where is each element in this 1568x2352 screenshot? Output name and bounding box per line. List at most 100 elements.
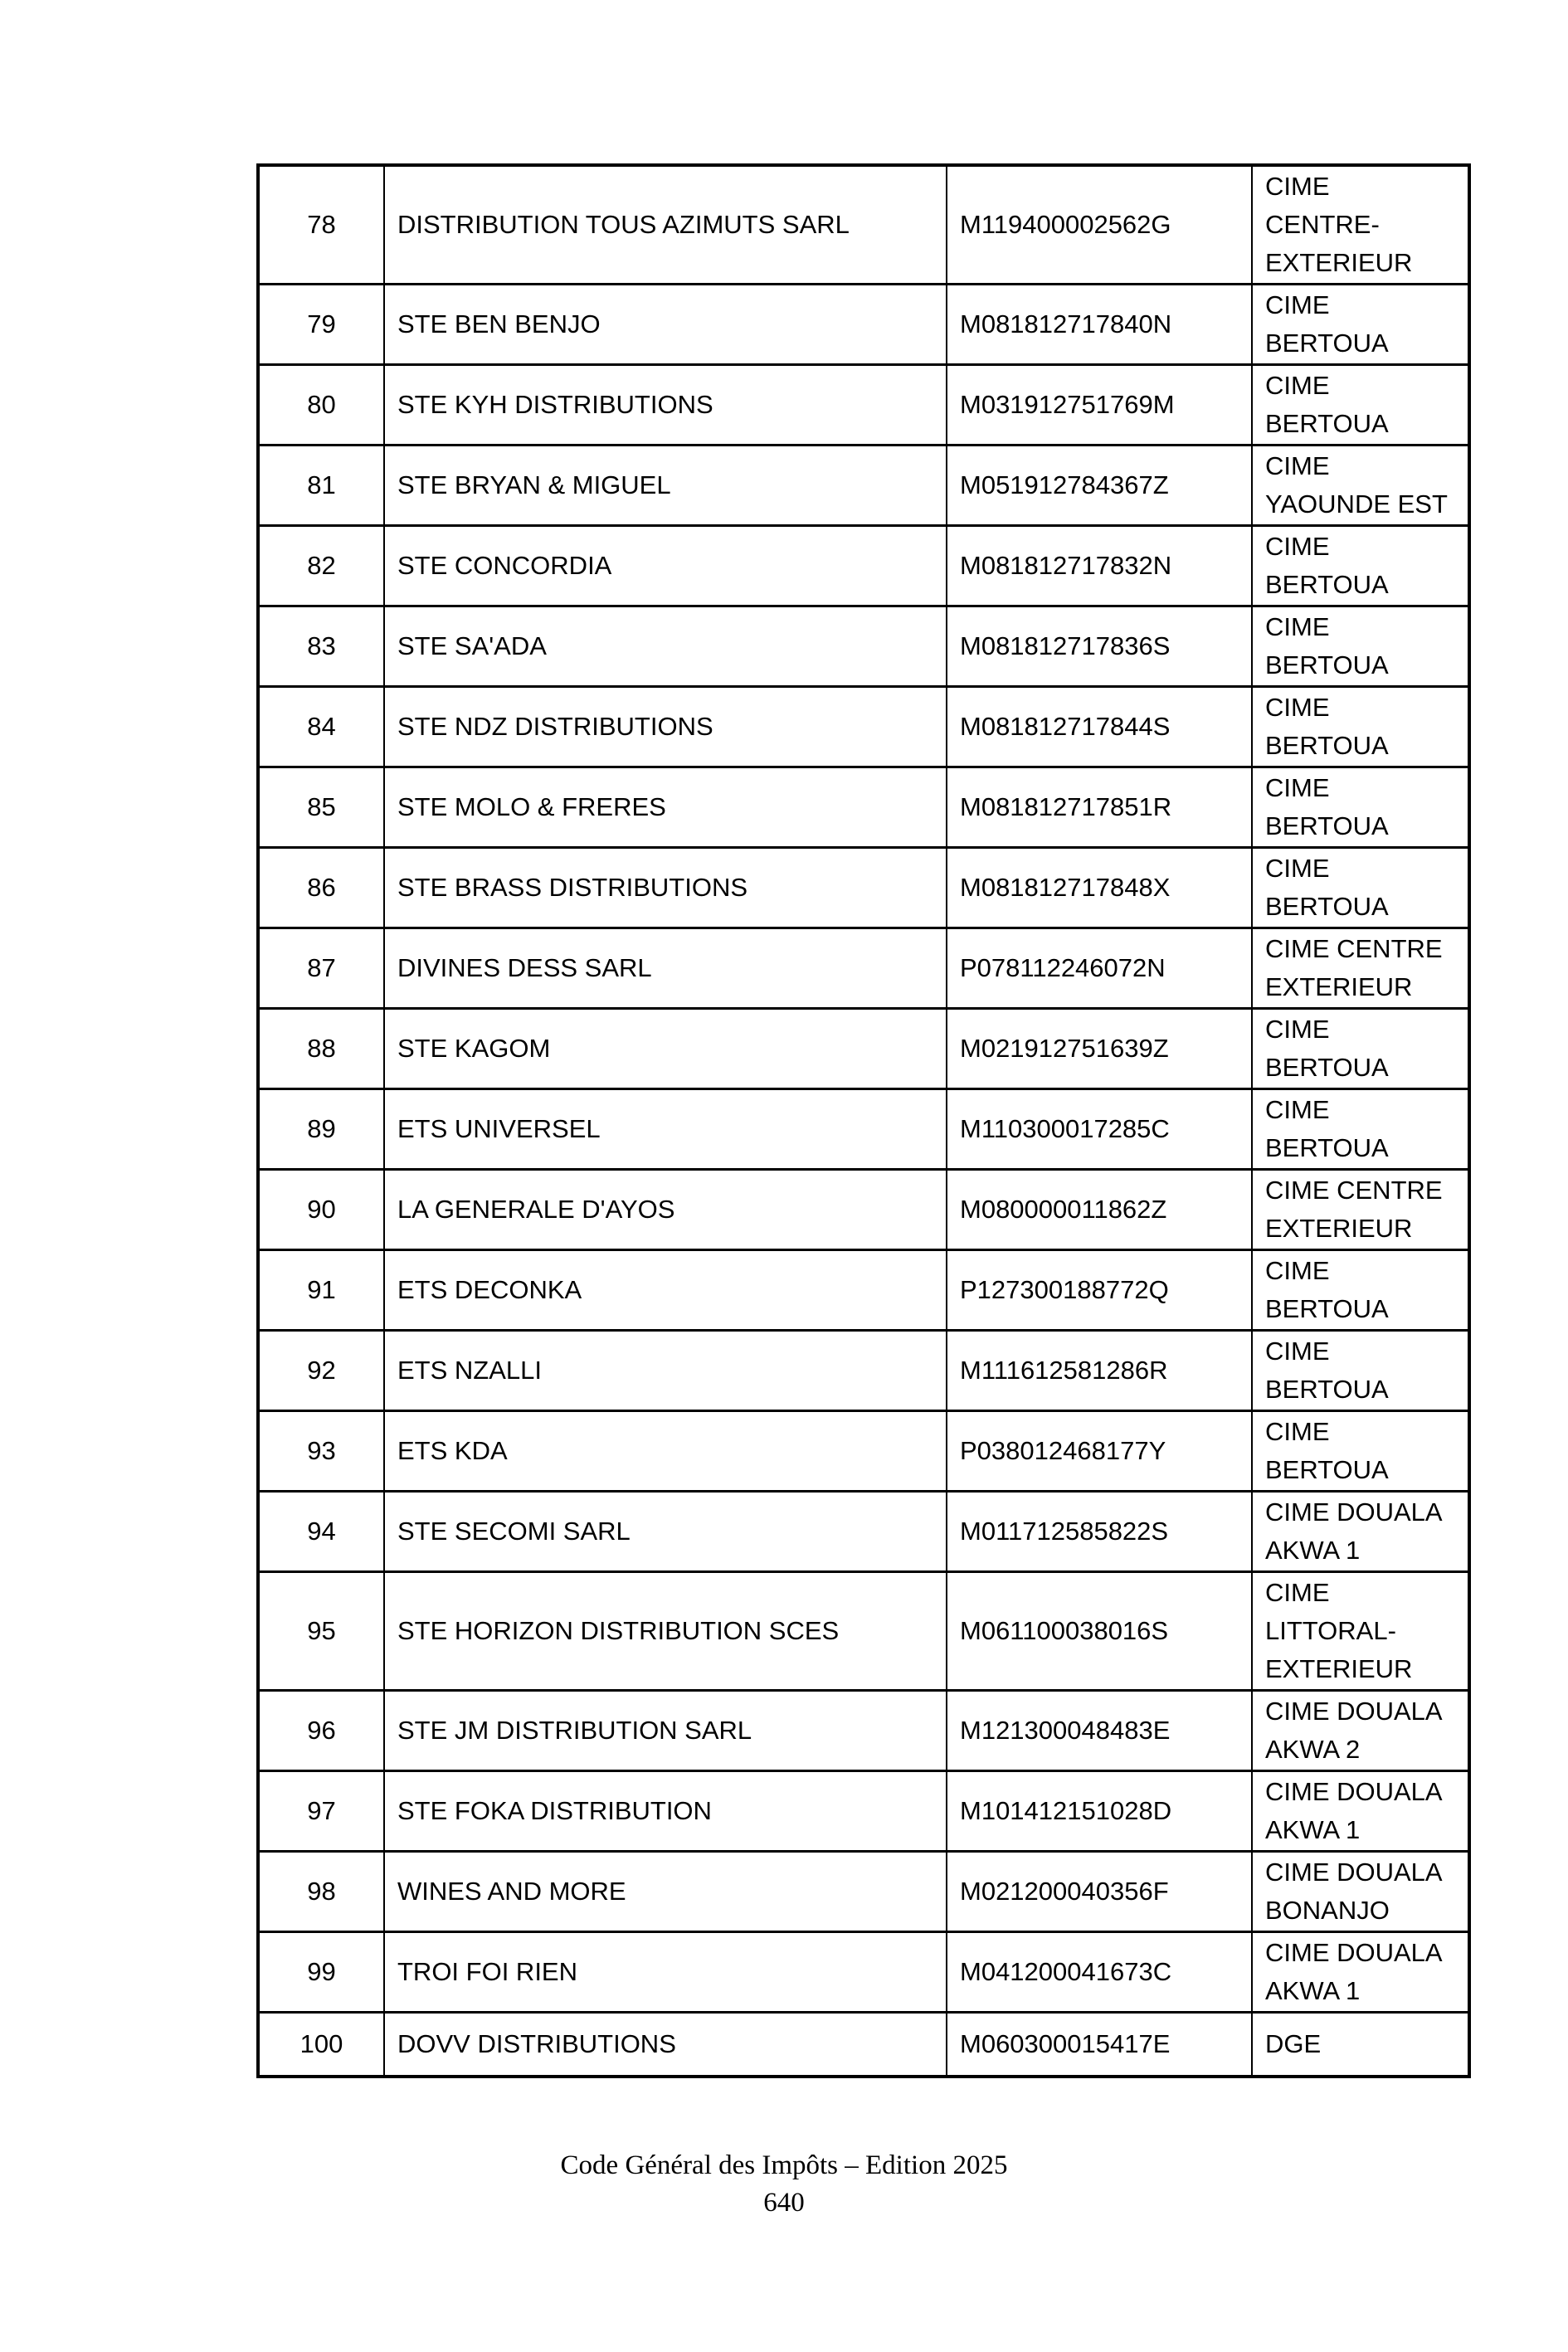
taxpayer-name-cell: STE HORIZON DISTRIBUTION SCES [383,1570,947,1692]
table-row: 78 DISTRIBUTION TOUS AZIMUTS SARL M11940… [257,163,1470,285]
row-number-cell: 80 [257,363,385,446]
row-number-cell: 100 [257,2011,385,2078]
taxpayer-id-cell: M031912751769M [946,363,1253,446]
table-row: 96 STE JM DISTRIBUTION SARL M12130004848… [257,1689,1470,1772]
footer-book-title: Code Général des Impôts – Edition 2025 [560,2150,1008,2180]
tax-centre-cell: CIME BERTOUA [1251,283,1470,366]
row-number-cell: 90 [257,1168,385,1251]
taxpayer-name-cell: STE SA'ADA [383,605,947,688]
table-row: 95 STE HORIZON DISTRIBUTION SCES M061100… [257,1570,1470,1692]
tax-centre-cell: CIME DOUALA BONANJO [1251,1850,1470,1933]
row-number-cell: 91 [257,1249,385,1332]
table-row: 87 DIVINES DESS SARL P078112246072N CIME… [257,927,1470,1010]
taxpayer-name-cell: ETS NZALLI [383,1329,947,1412]
taxpayer-id-cell: M021200040356F [946,1850,1253,1933]
table-row: 100 DOVV DISTRIBUTIONS M060300015417E DG… [257,2011,1470,2078]
table-row: 88 STE KAGOM M021912751639Z CIME BERTOUA [257,1007,1470,1090]
taxpayer-name-cell: DIVINES DESS SARL [383,927,947,1010]
taxpayer-id-cell: P127300188772Q [946,1249,1253,1332]
tax-centre-cell: CIME BERTOUA [1251,363,1470,446]
table-row: 89 ETS UNIVERSEL M110300017285C CIME BER… [257,1088,1470,1171]
table-row: 92 ETS NZALLI M111612581286R CIME BERTOU… [257,1329,1470,1412]
taxpayer-name-cell: ETS UNIVERSEL [383,1088,947,1171]
tax-centre-cell: CIME BERTOUA [1251,1410,1470,1493]
taxpayer-id-cell: M101412151028D [946,1770,1253,1853]
taxpayer-id-cell: M111612581286R [946,1329,1253,1412]
table-row: 91 ETS DECONKA P127300188772Q CIME BERTO… [257,1249,1470,1332]
table-row: 98 WINES AND MORE M021200040356F CIME DO… [257,1850,1470,1933]
taxpayer-id-cell: M081812717848X [946,846,1253,929]
table-row: 90 LA GENERALE D'AYOS M080000011862Z CIM… [257,1168,1470,1251]
table-row: 97 STE FOKA DISTRIBUTION M101412151028D … [257,1770,1470,1853]
taxpayer-id-cell: M081812717840N [946,283,1253,366]
taxpayer-name-cell: STE FOKA DISTRIBUTION [383,1770,947,1853]
table-row: 81 STE BRYAN & MIGUEL M051912784367Z CIM… [257,444,1470,527]
taxpayer-id-cell: M110300017285C [946,1088,1253,1171]
taxpayer-name-cell: STE BEN BENJO [383,283,947,366]
tax-centre-cell: CIME BERTOUA [1251,685,1470,768]
tax-centre-cell: CIME BERTOUA [1251,1088,1470,1171]
row-number-cell: 83 [257,605,385,688]
row-number-cell: 96 [257,1689,385,1772]
row-number-cell: 97 [257,1770,385,1853]
table-row: 99 TROI FOI RIEN M041200041673C CIME DOU… [257,1931,1470,2014]
table-row: 83 STE SA'ADA M081812717836S CIME BERTOU… [257,605,1470,688]
table-row: 79 STE BEN BENJO M081812717840N CIME BER… [257,283,1470,366]
row-number-cell: 78 [257,163,385,285]
taxpayer-name-cell: STE MOLO & FRERES [383,766,947,849]
tax-centre-cell: CIME BERTOUA [1251,1249,1470,1332]
tax-centre-cell: CIME DOUALA AKWA 1 [1251,1490,1470,1573]
row-number-cell: 93 [257,1410,385,1493]
row-number-cell: 85 [257,766,385,849]
table-row: 82 STE CONCORDIA M081812717832N CIME BER… [257,524,1470,607]
taxpayer-name-cell: DOVV DISTRIBUTIONS [383,2011,947,2078]
tax-centre-cell: CIME CENTRE- EXTERIEUR [1251,163,1470,285]
table-row: 85 STE MOLO & FRERES M081812717851R CIME… [257,766,1470,849]
table-row: 84 STE NDZ DISTRIBUTIONS M081812717844S … [257,685,1470,768]
row-number-cell: 95 [257,1570,385,1692]
row-number-cell: 92 [257,1329,385,1412]
row-number-cell: 86 [257,846,385,929]
taxpayer-id-cell: M081812717832N [946,524,1253,607]
row-number-cell: 99 [257,1931,385,2014]
taxpayer-id-cell: M081812717844S [946,685,1253,768]
taxpayer-id-cell: M121300048483E [946,1689,1253,1772]
taxpayer-id-cell: M061100038016S [946,1570,1253,1692]
taxpayer-name-cell: LA GENERALE D'AYOS [383,1168,947,1251]
taxpayer-id-cell: M011712585822S [946,1490,1253,1573]
taxpayer-id-cell: M041200041673C [946,1931,1253,2014]
tax-centre-cell: CIME DOUALA AKWA 1 [1251,1931,1470,2014]
taxpayer-name-cell: STE NDZ DISTRIBUTIONS [383,685,947,768]
tax-centre-cell: CIME LITTORAL- EXTERIEUR [1251,1570,1470,1692]
footer-page-number: 640 [763,2188,805,2218]
row-number-cell: 82 [257,524,385,607]
taxpayer-name-cell: ETS DECONKA [383,1249,947,1332]
taxpayer-id-cell: M081812717836S [946,605,1253,688]
tax-centre-cell: CIME CENTRE EXTERIEUR [1251,927,1470,1010]
tax-centre-cell: CIME BERTOUA [1251,846,1470,929]
taxpayer-name-cell: STE CONCORDIA [383,524,947,607]
row-number-cell: 98 [257,1850,385,1933]
row-number-cell: 94 [257,1490,385,1573]
taxpayer-name-cell: ETS KDA [383,1410,947,1493]
taxpayer-name-cell: STE BRYAN & MIGUEL [383,444,947,527]
taxpayer-name-cell: STE JM DISTRIBUTION SARL [383,1689,947,1772]
taxpayer-id-cell: P038012468177Y [946,1410,1253,1493]
taxpayer-name-cell: STE SECOMI SARL [383,1490,947,1573]
table-row: 80 STE KYH DISTRIBUTIONS M031912751769M … [257,363,1470,446]
table-row: 93 ETS KDA P038012468177Y CIME BERTOUA [257,1410,1470,1493]
taxpayer-name-cell: STE KYH DISTRIBUTIONS [383,363,947,446]
table-row: 94 STE SECOMI SARL M011712585822S CIME D… [257,1490,1470,1573]
tax-centre-cell: CIME BERTOUA [1251,1007,1470,1090]
taxpayer-name-cell: STE KAGOM [383,1007,947,1090]
taxpayer-name-cell: DISTRIBUTION TOUS AZIMUTS SARL [383,163,947,285]
tax-centre-cell: CIME BERTOUA [1251,524,1470,607]
tax-centre-cell: CIME YAOUNDE EST [1251,444,1470,527]
tax-centre-cell: DGE [1251,2011,1470,2078]
row-number-cell: 87 [257,927,385,1010]
taxpayers-table: 78 DISTRIBUTION TOUS AZIMUTS SARL M11940… [256,163,1471,2078]
taxpayer-id-cell: M060300015417E [946,2011,1253,2078]
tax-centre-cell: CIME DOUALA AKWA 1 [1251,1770,1470,1853]
tax-centre-cell: CIME DOUALA AKWA 2 [1251,1689,1470,1772]
